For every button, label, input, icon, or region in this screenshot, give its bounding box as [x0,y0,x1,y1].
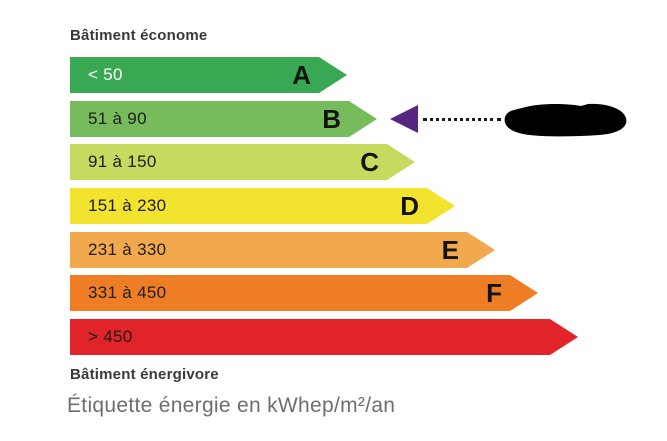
energy-range-label-f: 331 à 450 [88,283,167,302]
energy-class-letter-e: E [441,235,459,265]
energy-range-label-d: 151 à 230 [88,196,167,215]
energy-row-d: 151 à 230 D [70,188,455,224]
energy-bar-g: > 450 [70,319,578,355]
energy-range-label-b: 51 à 90 [88,109,147,128]
energy-range-label-c: 91 à 150 [88,152,157,171]
energy-range-label-a: < 50 [88,65,123,84]
energy-class-letter-f: F [486,278,502,308]
energy-row-a: < 50 A [70,57,347,93]
energy-class-letter-b: B [322,104,341,134]
energy-class-letter-d: D [400,191,419,221]
redacted-value-blob [504,103,627,137]
energy-row-g: > 450 [70,319,578,355]
energy-intensive-building-label: Bâtiment énergivore [70,366,219,383]
energy-class-letter-a: A [292,60,311,90]
energy-range-label-e: 231 à 330 [88,240,167,259]
left-arrow-icon [390,105,418,133]
energy-bar-d: 151 à 230 D [70,188,455,224]
energy-bar-e: 231 à 330 E [70,232,495,268]
energy-row-e: 231 à 330 E [70,232,495,268]
energy-range-label-g: > 450 [88,327,133,346]
energy-row-c: 91 à 150 C [70,144,415,180]
selected-class-indicator [377,101,628,137]
energy-row-b: 51 à 90 B [70,101,627,137]
energy-class-letter-c: C [360,147,379,177]
dotted-connector-line [423,117,501,121]
energy-bar-c: 91 à 150 C [70,144,415,180]
economical-building-label: Bâtiment économe [70,27,208,44]
energy-bar-b: 51 à 90 B [70,101,377,137]
energy-bar-a: < 50 A [70,57,347,93]
diagram-caption: Étiquette énergie en kWhep/m²/an [67,394,396,417]
energy-row-f: 331 à 450 F [70,275,538,311]
energy-bar-f: 331 à 450 F [70,275,538,311]
